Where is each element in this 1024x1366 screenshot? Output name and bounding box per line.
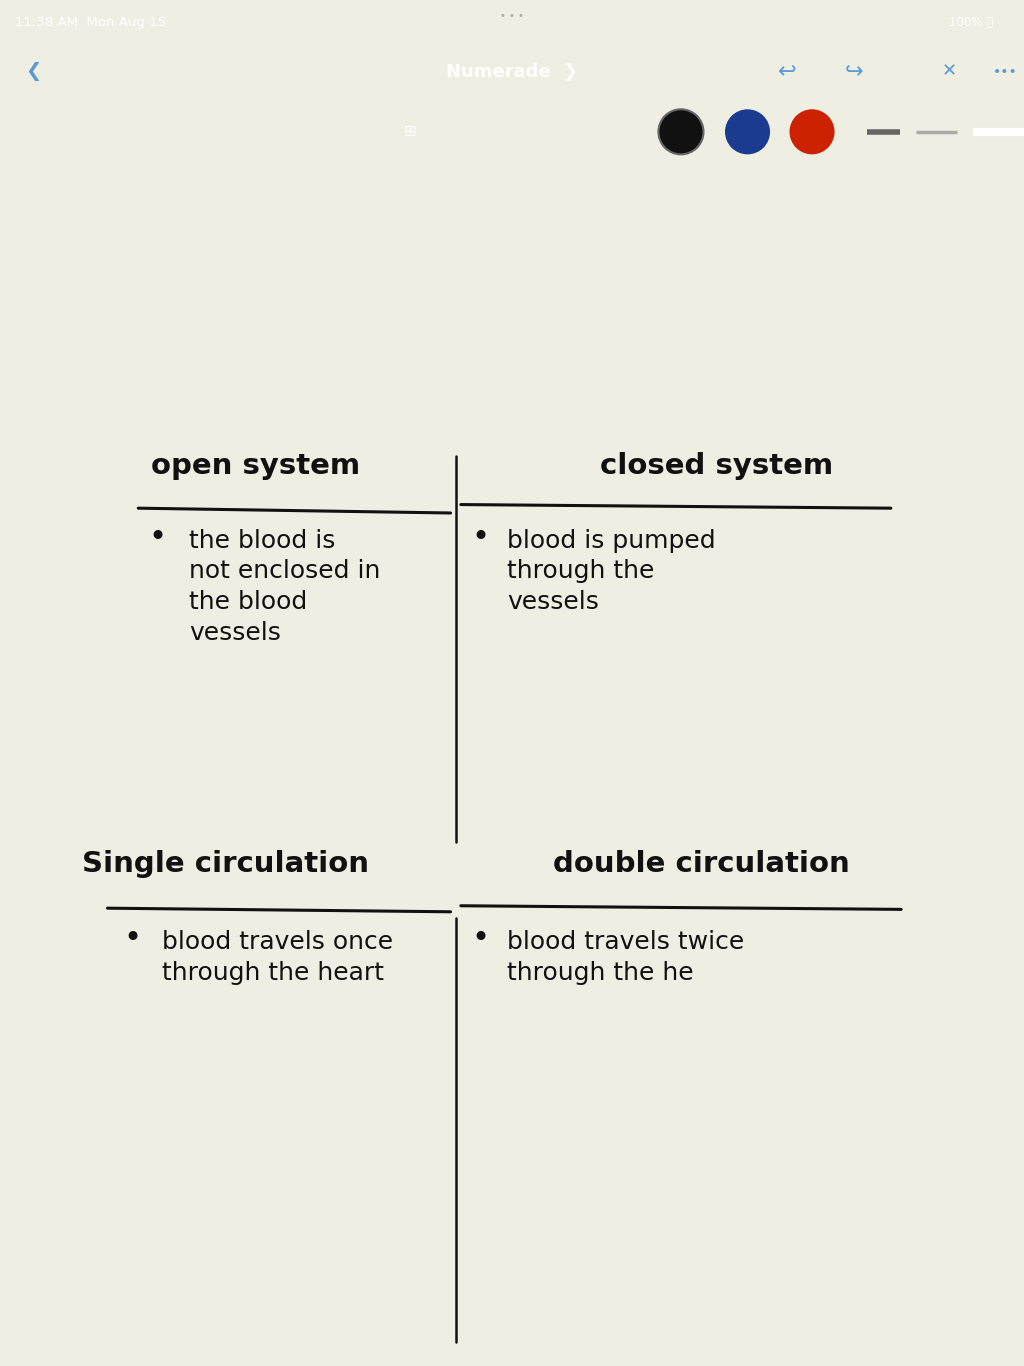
Text: • • •: • • • (500, 11, 524, 22)
Text: ❮: ❮ (26, 63, 42, 81)
Ellipse shape (725, 109, 770, 154)
Text: blood travels twice
through the he: blood travels twice through the he (507, 930, 744, 985)
Text: double circulation: double circulation (553, 850, 850, 878)
Text: 11:38 AM  Mon Aug 15: 11:38 AM Mon Aug 15 (15, 16, 167, 29)
Text: closed system: closed system (600, 452, 834, 481)
Text: ⊞: ⊞ (403, 124, 416, 139)
Text: •••: ••• (993, 64, 1018, 79)
Ellipse shape (790, 109, 835, 154)
Text: the blood is
not enclosed in
the blood
vessels: the blood is not enclosed in the blood v… (189, 529, 381, 645)
Text: •: • (471, 523, 489, 552)
Text: open system: open system (152, 452, 360, 481)
Text: ↪: ↪ (845, 61, 863, 82)
Text: ✕: ✕ (942, 63, 957, 81)
Text: blood travels once
through the heart: blood travels once through the heart (162, 930, 393, 985)
Text: ↩: ↩ (778, 61, 797, 82)
Text: Numerade  ❯: Numerade ❯ (445, 63, 579, 81)
Text: blood is pumped
through the
vessels: blood is pumped through the vessels (507, 529, 716, 613)
Text: •: • (471, 923, 489, 953)
Text: Single circulation: Single circulation (82, 850, 369, 878)
Text: 100% 🔋: 100% 🔋 (949, 16, 993, 29)
Ellipse shape (658, 109, 703, 154)
Text: •: • (123, 923, 141, 953)
Text: •: • (148, 523, 167, 552)
